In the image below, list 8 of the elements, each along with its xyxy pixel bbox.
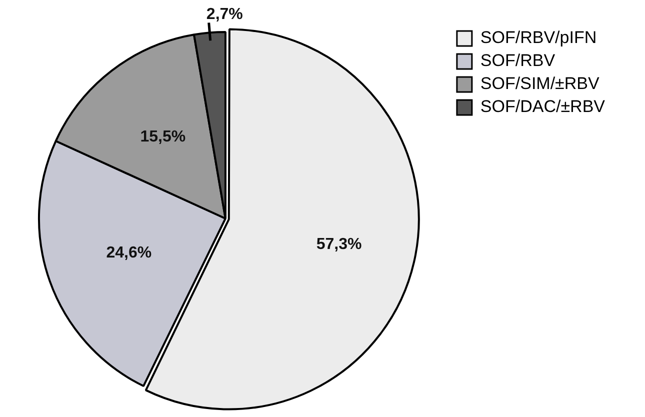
data-label: 2,7%	[206, 6, 243, 24]
legend-label: SOF/DAC/±RBV	[480, 97, 606, 116]
legend-label: SOF/RBV/pIFN	[480, 28, 597, 48]
legend-label: SOF/RBV	[480, 51, 556, 70]
data-label: 15,5%	[140, 128, 186, 146]
data-label: 57,3%	[316, 236, 362, 254]
data-label: 24,6%	[106, 244, 152, 262]
legend-label: SOF/SIM/±RBV	[480, 74, 600, 94]
